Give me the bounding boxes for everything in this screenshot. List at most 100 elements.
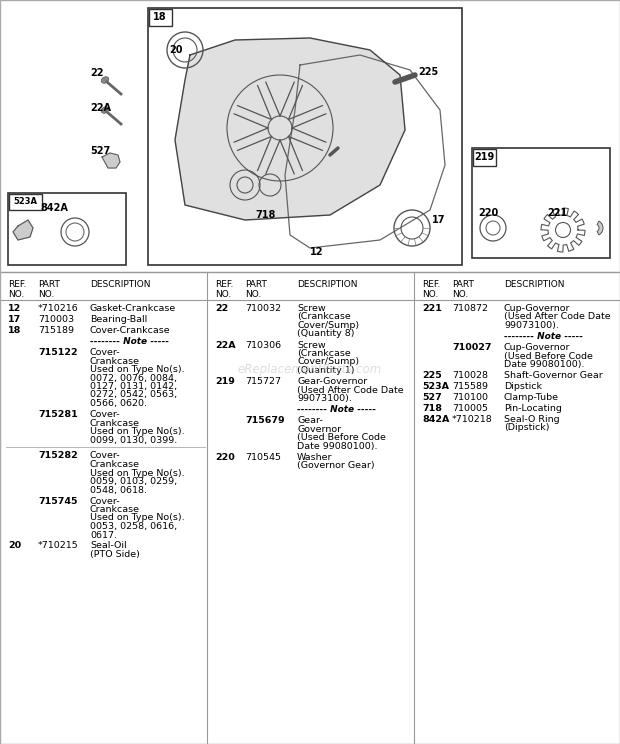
Text: 715282: 715282 xyxy=(38,452,78,461)
Text: (Quantity 1): (Quantity 1) xyxy=(297,366,355,375)
Text: 221: 221 xyxy=(547,208,567,218)
Text: 225: 225 xyxy=(418,67,438,77)
Text: Crankcase: Crankcase xyxy=(90,418,140,428)
Text: 842A: 842A xyxy=(40,203,68,213)
Text: Crankcase: Crankcase xyxy=(90,460,140,469)
Bar xyxy=(149,9,172,26)
Text: REF.: REF. xyxy=(422,280,440,289)
Text: 0272, 0542, 0563,: 0272, 0542, 0563, xyxy=(90,391,177,400)
Text: -------- Note -----: -------- Note ----- xyxy=(297,405,376,414)
Text: Washer: Washer xyxy=(297,452,332,461)
Text: 715122: 715122 xyxy=(38,348,78,357)
Text: 22A: 22A xyxy=(215,341,236,350)
Text: DESCRIPTION: DESCRIPTION xyxy=(504,280,564,289)
Text: Screw: Screw xyxy=(297,341,326,350)
Text: eReplacementParts.com: eReplacementParts.com xyxy=(238,364,382,376)
Text: Date 99080100).: Date 99080100). xyxy=(297,441,378,451)
Text: (Used After Code Date: (Used After Code Date xyxy=(297,385,404,394)
Text: NO.: NO. xyxy=(8,290,24,299)
Text: 710027: 710027 xyxy=(452,343,492,352)
Text: 12: 12 xyxy=(8,304,21,313)
Text: (Crankcase: (Crankcase xyxy=(297,349,351,358)
Polygon shape xyxy=(175,38,405,220)
Text: Used on Type No(s).: Used on Type No(s). xyxy=(90,469,185,478)
Text: 710032: 710032 xyxy=(245,304,281,313)
Bar xyxy=(0,272,620,300)
Text: 18: 18 xyxy=(8,326,21,335)
Text: 0053, 0258, 0616,: 0053, 0258, 0616, xyxy=(90,522,177,531)
Text: Cover-: Cover- xyxy=(90,410,121,419)
Text: (Governor Gear): (Governor Gear) xyxy=(297,461,374,470)
Text: 22: 22 xyxy=(215,304,228,313)
Text: 99073100).: 99073100). xyxy=(504,321,559,330)
Text: 710003: 710003 xyxy=(38,315,74,324)
Text: 17: 17 xyxy=(8,315,21,324)
Ellipse shape xyxy=(101,77,108,83)
Text: 710545: 710545 xyxy=(245,452,281,461)
Text: 20: 20 xyxy=(169,45,182,55)
Text: 710872: 710872 xyxy=(452,304,488,313)
Text: (Crankcase: (Crankcase xyxy=(297,312,351,321)
Text: Pin-Locating: Pin-Locating xyxy=(504,404,562,413)
Text: 718: 718 xyxy=(255,210,275,220)
Text: Governor: Governor xyxy=(297,425,341,434)
Text: 225: 225 xyxy=(422,371,441,380)
Text: (Used After Code Date: (Used After Code Date xyxy=(504,312,611,321)
Text: Clamp-Tube: Clamp-Tube xyxy=(504,393,559,402)
Text: 710005: 710005 xyxy=(452,404,488,413)
Text: (PTO Side): (PTO Side) xyxy=(90,550,140,559)
Wedge shape xyxy=(597,221,603,235)
Text: Used on Type No(s).: Used on Type No(s). xyxy=(90,427,185,436)
Text: 0566, 0620.: 0566, 0620. xyxy=(90,399,147,408)
Text: *710216: *710216 xyxy=(38,304,79,313)
Text: *710215: *710215 xyxy=(38,542,79,551)
Bar xyxy=(473,149,496,166)
Text: Bearing-Ball: Bearing-Ball xyxy=(90,315,148,324)
Text: DESCRIPTION: DESCRIPTION xyxy=(90,280,151,289)
Text: Cover-: Cover- xyxy=(90,452,121,461)
Text: 0127, 0131, 0142,: 0127, 0131, 0142, xyxy=(90,382,177,391)
Text: Cover-Crankcase: Cover-Crankcase xyxy=(90,326,170,335)
Text: 220: 220 xyxy=(215,452,235,461)
Text: 219: 219 xyxy=(215,377,235,386)
Text: 0548, 0618.: 0548, 0618. xyxy=(90,486,147,495)
Text: NO.: NO. xyxy=(215,290,231,299)
Text: Date 99080100).: Date 99080100). xyxy=(504,360,585,369)
Text: Cover/Sump): Cover/Sump) xyxy=(297,358,359,367)
Bar xyxy=(472,148,610,258)
Text: 710028: 710028 xyxy=(452,371,488,380)
Text: (Quantity 8): (Quantity 8) xyxy=(297,330,355,339)
Text: Gear-Governor: Gear-Governor xyxy=(297,377,367,386)
Text: NO.: NO. xyxy=(245,290,261,299)
Text: NO.: NO. xyxy=(38,290,55,299)
Text: (Used Before Code: (Used Before Code xyxy=(297,433,386,442)
Text: 22: 22 xyxy=(90,68,104,78)
Text: DESCRIPTION: DESCRIPTION xyxy=(297,280,358,289)
Text: 221: 221 xyxy=(422,304,442,313)
Text: 710306: 710306 xyxy=(245,341,281,350)
Bar xyxy=(0,0,620,272)
Bar xyxy=(148,8,462,265)
Text: Gear-: Gear- xyxy=(297,416,323,425)
Text: 715189: 715189 xyxy=(38,326,74,335)
Bar xyxy=(8,193,126,265)
Text: 0617.: 0617. xyxy=(90,530,117,539)
Text: Shaft-Governor Gear: Shaft-Governor Gear xyxy=(504,371,603,380)
Text: 527: 527 xyxy=(90,146,110,156)
Text: Seal-Oil: Seal-Oil xyxy=(90,542,126,551)
Text: 99073100).: 99073100). xyxy=(297,394,352,403)
Text: REF.: REF. xyxy=(215,280,233,289)
Text: 715589: 715589 xyxy=(452,382,488,391)
Text: 0059, 0103, 0259,: 0059, 0103, 0259, xyxy=(90,477,177,486)
Text: *710218: *710218 xyxy=(452,415,493,424)
Text: Used on Type No(s).: Used on Type No(s). xyxy=(90,365,185,374)
Text: 220: 220 xyxy=(478,208,498,218)
Text: 22A: 22A xyxy=(90,103,111,113)
Polygon shape xyxy=(102,153,120,168)
Text: 12: 12 xyxy=(310,247,324,257)
Text: -------- Note -----: -------- Note ----- xyxy=(504,332,583,341)
Text: 718: 718 xyxy=(422,404,442,413)
Text: 715727: 715727 xyxy=(245,377,281,386)
Text: 17: 17 xyxy=(432,215,446,225)
Text: Used on Type No(s).: Used on Type No(s). xyxy=(90,513,185,522)
